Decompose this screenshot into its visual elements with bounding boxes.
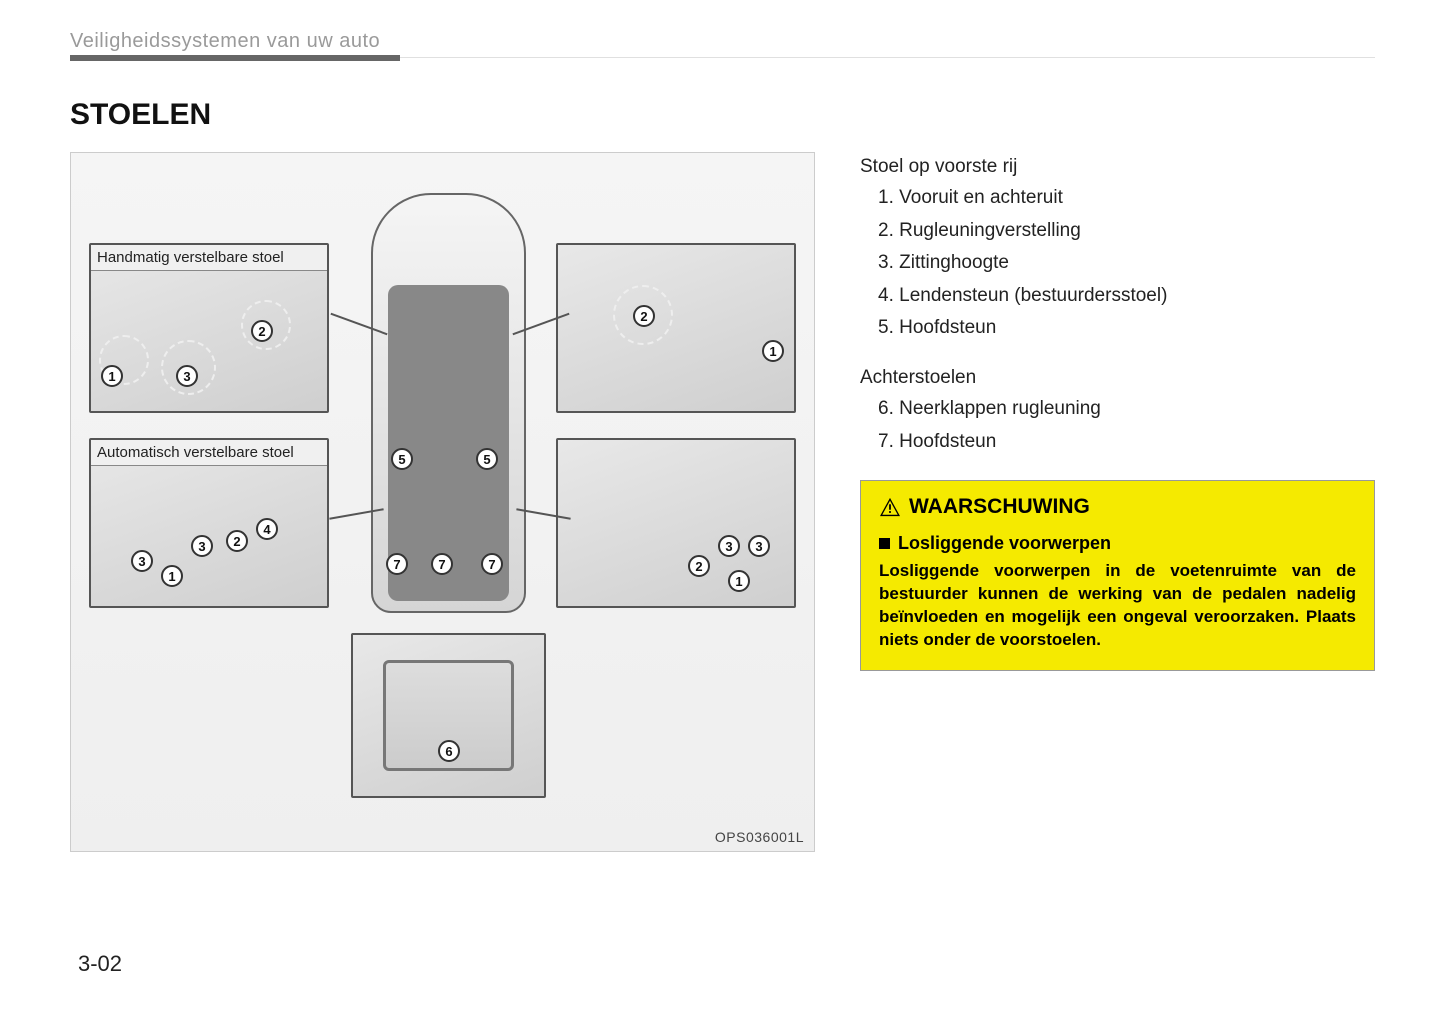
chapter-header: Veiligheidssystemen van uw auto (70, 30, 1375, 58)
page-title: STOELEN (70, 98, 1375, 132)
warning-title-text: WAARSCHUWING (909, 495, 1090, 519)
warning-body: Losliggende voorwerpen in de voetenruimt… (879, 560, 1356, 652)
header-underline (70, 55, 400, 61)
callout-5: 5 (391, 448, 413, 470)
callout-1: 1 (762, 340, 784, 362)
page-number: 3-02 (78, 951, 122, 977)
warning-icon (879, 497, 901, 517)
list-item: 5. Hoofdsteun (860, 312, 1375, 345)
list-item: 7. Hoofdsteun (860, 426, 1375, 459)
front-seat-list: 1. Vooruit en achteruit 2. Rugleuningver… (860, 182, 1375, 345)
car-outline (371, 193, 526, 613)
panel-auto-label: Automatisch verstelbare stoel (91, 440, 327, 466)
callout-2: 2 (633, 305, 655, 327)
right-column: Stoel op voorste rij 1. Vooruit en achte… (860, 152, 1375, 671)
callout-2: 2 (226, 530, 248, 552)
seat-diagram: Handmatig verstelbare stoel 1 2 3 1 2 Au… (70, 152, 815, 852)
content-row: Handmatig verstelbare stoel 1 2 3 1 2 Au… (70, 152, 1375, 852)
warning-box: WAARSCHUWING Losliggende voorwerpen Losl… (860, 480, 1375, 671)
list-item: 6. Neerklappen rugleuning (860, 393, 1375, 426)
callout-7c: 7 (481, 553, 503, 575)
panel-manual-seat-right: 1 2 (556, 243, 796, 413)
list-item: 4. Lendensteun (bestuurdersstoel) (860, 280, 1375, 313)
panel-manual-seat: Handmatig verstelbare stoel 1 2 3 (89, 243, 329, 413)
panel-rear-fold: 6 (351, 633, 546, 798)
callout-1: 1 (161, 565, 183, 587)
callout-7b: 7 (431, 553, 453, 575)
callout-1: 1 (728, 570, 750, 592)
warning-title-row: WAARSCHUWING (879, 495, 1356, 519)
callout-6: 6 (438, 740, 460, 762)
callout-3b: 3 (191, 535, 213, 557)
callout-3b: 3 (748, 535, 770, 557)
callout-1: 1 (101, 365, 123, 387)
panel-auto-seat: Automatisch verstelbare stoel 1 2 3 3 4 (89, 438, 329, 608)
callout-2: 2 (688, 555, 710, 577)
chapter-header-text: Veiligheidssystemen van uw auto (70, 30, 380, 52)
callout-3: 3 (176, 365, 198, 387)
square-bullet-icon (879, 538, 890, 549)
rear-seat-list: 6. Neerklappen rugleuning 7. Hoofdsteun (860, 393, 1375, 458)
callout-3: 3 (718, 535, 740, 557)
front-seat-heading: Stoel op voorste rij (860, 156, 1375, 178)
warning-subtitle-text: Losliggende voorwerpen (898, 533, 1111, 554)
warning-subtitle-row: Losliggende voorwerpen (879, 533, 1356, 554)
rear-seat-heading: Achterstoelen (860, 367, 1375, 389)
image-code: OPS036001L (715, 829, 804, 845)
callout-4: 4 (256, 518, 278, 540)
panel-auto-seat-right: 1 2 3 3 (556, 438, 796, 608)
callout-2: 2 (251, 320, 273, 342)
list-item: 3. Zittinghoogte (860, 247, 1375, 280)
panel-manual-label: Handmatig verstelbare stoel (91, 245, 327, 271)
list-item: 2. Rugleuningverstelling (860, 215, 1375, 248)
callout-7: 7 (386, 553, 408, 575)
callout-3: 3 (131, 550, 153, 572)
callout-5b: 5 (476, 448, 498, 470)
list-item: 1. Vooruit en achteruit (860, 182, 1375, 215)
